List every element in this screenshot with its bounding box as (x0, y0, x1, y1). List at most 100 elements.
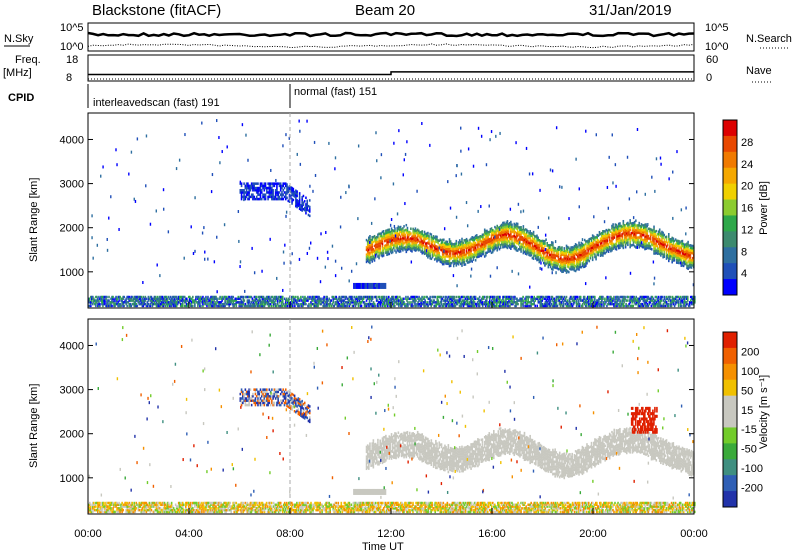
echo-cell (368, 260, 370, 264)
ground-scatter-cell (581, 304, 584, 308)
cpid-label: CPID (8, 92, 34, 104)
ground-scatter-cell (599, 304, 601, 308)
echo-cell (444, 243, 446, 247)
echo-cell (498, 240, 501, 244)
ground-scatter-cell (123, 295, 125, 299)
ground-scatter-cell (621, 302, 623, 306)
echo-cell (594, 248, 596, 251)
echo-cell (550, 253, 553, 256)
echo-cell (587, 244, 589, 247)
echo-cell (505, 233, 508, 237)
ground-scatter-cell (679, 304, 682, 308)
ground-scatter-cell (196, 301, 198, 304)
ground-scatter-cell (135, 295, 138, 299)
ground-scatter-cell (274, 297, 277, 301)
ground-scatter-cell (268, 302, 271, 306)
echo-cell (552, 263, 554, 266)
ground-scatter-cell (531, 302, 533, 306)
ground-scatter-cell (619, 295, 621, 299)
echo-cell (372, 235, 375, 239)
ground-scatter-cell (335, 297, 338, 301)
echo-cell (571, 250, 574, 254)
echo-cell (411, 250, 413, 253)
ground-scatter-cell (323, 295, 325, 299)
ground-scatter-cell (476, 297, 479, 301)
echo-cell (379, 244, 381, 248)
echo-cell (400, 247, 403, 251)
ground-scatter-cell (462, 301, 465, 304)
echo-cell (370, 248, 372, 252)
echo-cell (605, 243, 608, 246)
echo-cell (620, 234, 622, 237)
echo-cell (395, 246, 397, 249)
echo-cell (600, 244, 603, 247)
echo-cell (423, 233, 426, 236)
echo-cell (489, 237, 492, 241)
ground-scatter-cell (672, 297, 675, 301)
echo-cell (553, 266, 555, 269)
ground-scatter-cell (377, 304, 380, 308)
echo-cell (370, 238, 372, 242)
echo-cell (469, 255, 471, 259)
echo-cell (481, 240, 484, 244)
ground-scatter-cell (643, 302, 646, 306)
ground-scatter-cell (653, 301, 656, 304)
echo-cell (646, 246, 649, 250)
ground-scatter-cell (684, 304, 687, 308)
echo-cell (603, 230, 605, 233)
ground-scatter-cell (605, 301, 607, 304)
echo-cell (629, 228, 631, 232)
ground-scatter-cell (206, 304, 208, 308)
echo-cell (688, 251, 691, 255)
ground-scatter-cell (130, 304, 133, 308)
ground-scatter-cell (505, 297, 507, 301)
echo-cell (582, 248, 585, 252)
ground-scatter-cell (257, 299, 260, 302)
ground-scatter-cell (291, 302, 293, 306)
ground-scatter-cell (140, 301, 143, 304)
echo-cell (500, 233, 503, 236)
ground-scatter-cell (657, 297, 660, 301)
ground-scatter-cell (156, 304, 159, 308)
echo-cell (638, 221, 641, 225)
ground-scatter-cell (406, 302, 408, 306)
ground-scatter-cell (420, 297, 422, 301)
echo-cell (600, 251, 603, 254)
ground-scatter-cell (626, 304, 628, 308)
echo-cell (602, 251, 604, 255)
echo-cell (531, 234, 534, 238)
echo-cell (402, 232, 404, 235)
ground-scatter-cell (518, 299, 520, 302)
echo-cell (368, 248, 370, 252)
ground-scatter-cell (302, 301, 304, 304)
echo-cell (535, 254, 537, 258)
echo-cell (372, 248, 375, 251)
echo-cell (682, 245, 685, 248)
echo-cell (432, 249, 435, 253)
echo-cell (585, 259, 587, 263)
ground-scatter-cell (440, 295, 443, 299)
echo-cell (478, 243, 480, 246)
echo-cell (550, 241, 553, 244)
echo-cell (681, 256, 684, 260)
ground-scatter-cell (689, 295, 692, 299)
echo-cell (436, 259, 438, 263)
echo-cell (383, 234, 386, 238)
patch-cell (263, 182, 266, 185)
echo-cell (562, 258, 564, 261)
echo-cell (427, 236, 429, 240)
echo-cell (456, 247, 459, 251)
ground-scatter-cell (436, 302, 439, 306)
echo-cell (549, 248, 552, 252)
ground-scatter-cell (396, 302, 398, 306)
ground-scatter-cell (386, 299, 389, 302)
ground-scatter-cell (338, 295, 341, 299)
ground-scatter-cell (333, 297, 336, 301)
echo-cell (569, 250, 571, 254)
echo-cell (374, 248, 377, 252)
ground-scatter-cell (631, 295, 633, 299)
echo-cell (681, 264, 684, 267)
ground-scatter-cell (332, 299, 335, 302)
echo-cell (532, 238, 535, 241)
ground-scatter-cell (313, 297, 315, 301)
